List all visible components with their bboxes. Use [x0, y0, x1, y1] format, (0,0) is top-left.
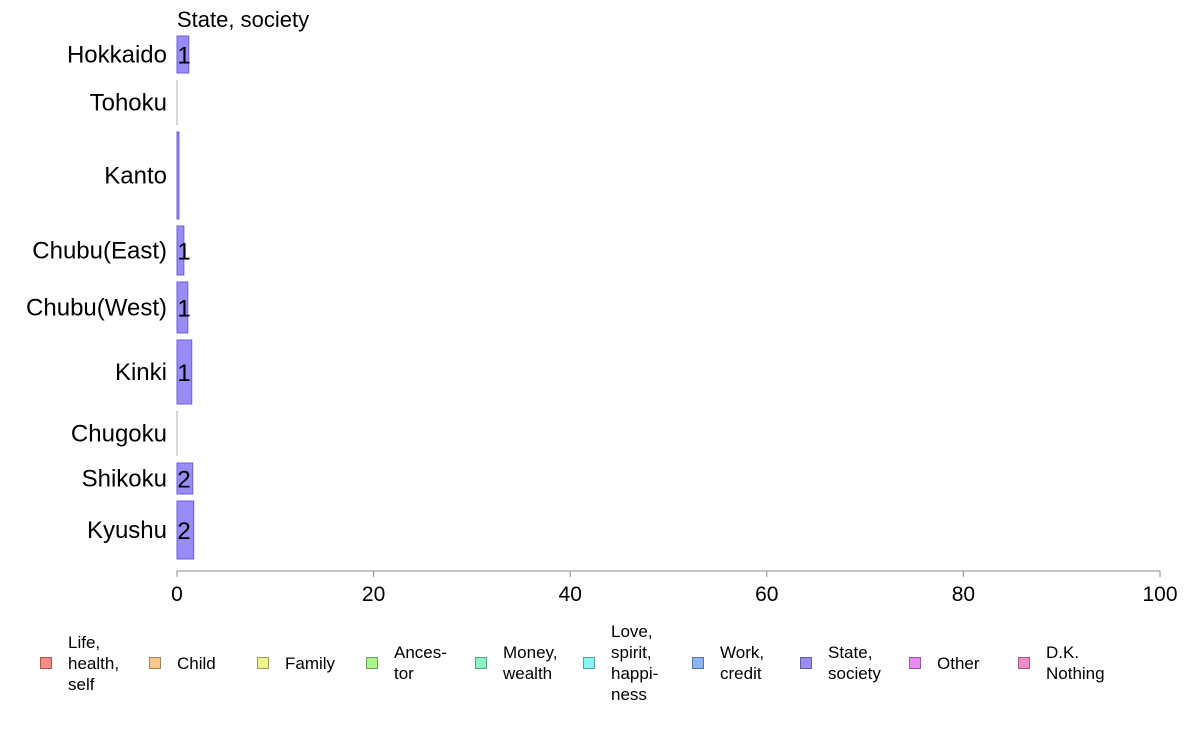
category-label: Chugoku	[71, 421, 167, 448]
x-tick-label: 80	[952, 583, 975, 606]
category-label: Tohoku	[90, 90, 167, 117]
bar	[176, 225, 185, 276]
data-label: 1	[177, 360, 190, 387]
legend-item: Love, spirit, happi- ness	[583, 618, 658, 708]
legend-item: Family	[257, 618, 335, 708]
category-label: Chubu(East)	[32, 238, 167, 265]
legend-label: Life, health, self	[68, 632, 120, 694]
data-label: 2	[177, 467, 190, 494]
category-label: Chubu(West)	[26, 295, 167, 322]
bar-chart: State, society Hokkaido 1 Tohoku Kanto Chubu…	[26, 7, 1177, 606]
legend-label: Love, spirit, happi- ness	[611, 622, 659, 704]
bar	[176, 131, 180, 220]
data-label: 1	[177, 239, 190, 266]
legend-swatch	[692, 657, 704, 669]
data-label: 1	[177, 296, 190, 323]
legend-label: State, society	[828, 643, 881, 683]
bar	[176, 35, 190, 74]
legend-item: Work, credit	[692, 618, 764, 708]
category-label: Kyushu	[87, 517, 167, 544]
legend-swatch	[40, 657, 52, 669]
legend-swatch	[800, 657, 812, 669]
legend-swatch	[583, 657, 595, 669]
bar	[176, 339, 193, 405]
bar	[176, 281, 189, 334]
legend-label: Work, credit	[720, 643, 765, 683]
legend-item: Other	[909, 618, 980, 708]
legend-item: Money, wealth	[475, 618, 558, 708]
legend-label: D.K. Nothing	[1046, 643, 1105, 683]
x-tick-label: 40	[559, 583, 582, 606]
bar	[176, 462, 194, 495]
panel-title: State, society	[177, 7, 309, 32]
x-tick-label: 100	[1142, 583, 1177, 606]
data-label: 1	[177, 43, 190, 70]
legend-label: Family	[285, 653, 336, 673]
legend: Life, health, self Child Family Ances- tor M…	[0, 618, 1188, 718]
legend-label: Money, wealth	[503, 643, 558, 683]
category-label: Kinki	[115, 359, 167, 386]
legend-label: Other	[937, 653, 980, 673]
data-label: 2	[177, 518, 190, 545]
legend-swatch	[909, 657, 921, 669]
legend-swatch	[366, 657, 378, 669]
x-tick-label: 60	[755, 583, 778, 606]
bar	[176, 500, 195, 560]
category-label: Hokkaido	[67, 42, 167, 69]
legend-item: Ances- tor	[366, 618, 447, 708]
x-tick-label: 0	[171, 583, 183, 606]
legend-label: Child	[177, 653, 216, 673]
legend-item: State, society	[800, 618, 881, 708]
category-label: Shikoku	[82, 466, 167, 493]
legend-swatch	[149, 657, 161, 669]
legend-swatch	[257, 657, 269, 669]
legend-item: D.K. Nothing	[1018, 618, 1105, 708]
legend-item: Child	[149, 618, 216, 708]
x-tick-label: 20	[362, 583, 385, 606]
legend-swatch	[1018, 657, 1030, 669]
legend-label: Ances- tor	[394, 643, 447, 683]
legend-item: Life, health, self	[40, 618, 119, 708]
legend-swatch	[475, 657, 487, 669]
category-label: Kanto	[104, 163, 167, 190]
